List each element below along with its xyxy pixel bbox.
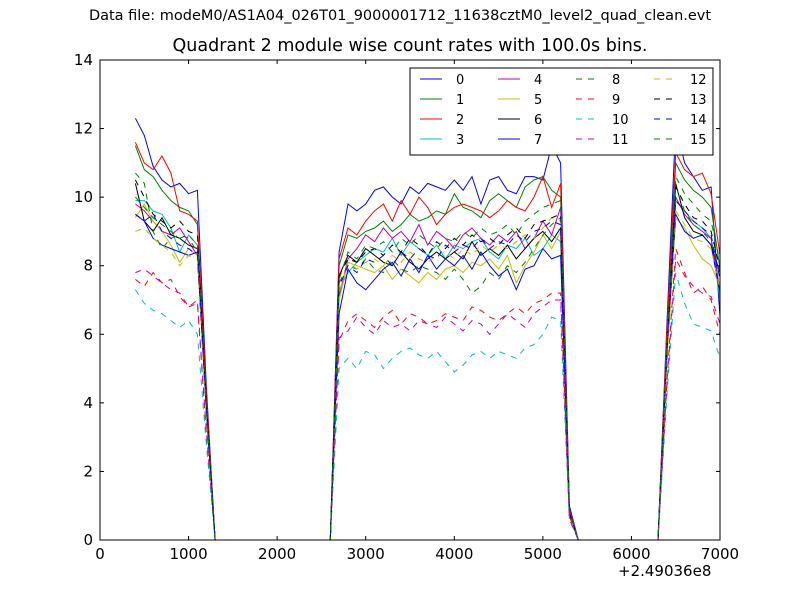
- x-axis-offset-label: +2.49036e8: [618, 562, 712, 580]
- x-tick-label: 7000: [701, 545, 739, 563]
- legend-label-12: 12: [690, 73, 707, 88]
- y-tick-label: 10: [74, 188, 93, 206]
- legend-label-8: 8: [612, 73, 620, 88]
- legend-box: [409, 67, 714, 156]
- series-lines: [134, 118, 721, 541]
- y-tick-label: 8: [83, 257, 93, 275]
- legend-label-0: 0: [456, 73, 464, 88]
- legend-label-3: 3: [456, 133, 464, 148]
- x-tick-label: 5000: [524, 545, 562, 563]
- y-tick-label: 4: [83, 394, 93, 412]
- series-line-15: [135, 174, 721, 541]
- x-tick-label: 3000: [347, 545, 385, 563]
- series-line-13: [134, 179, 721, 541]
- series-line-14: [135, 199, 721, 541]
- legend-label-7: 7: [534, 133, 542, 148]
- y-tick-label: 12: [74, 120, 93, 138]
- figure-suptitle: Data file: modeM0/AS1A04_026T01_90000017…: [88, 8, 712, 24]
- legend-label-4: 4: [534, 73, 542, 88]
- series-line-3: [135, 199, 721, 541]
- axes-frame: [99, 59, 721, 541]
- y-tick-label: 0: [83, 531, 93, 549]
- series-line-1: [134, 145, 721, 541]
- series-line-10: [134, 272, 721, 541]
- legend-label-9: 9: [612, 93, 620, 108]
- series-line-9: [135, 248, 721, 541]
- series-line-4: [135, 195, 721, 541]
- series-line-11: [135, 257, 721, 541]
- legend-label-2: 2: [456, 113, 464, 128]
- x-tick-label: 4000: [435, 545, 473, 563]
- legend-label-15: 15: [690, 133, 707, 148]
- legend-label-10: 10: [612, 113, 629, 128]
- y-tick-label: 6: [83, 325, 93, 343]
- series-line-8: [135, 172, 721, 541]
- series-line-5: [134, 203, 721, 541]
- legend-label-5: 5: [534, 93, 542, 108]
- legend-label-14: 14: [690, 113, 707, 128]
- series-line-0: [134, 118, 721, 541]
- x-tick-label: 2000: [258, 545, 296, 563]
- series-line-2: [134, 142, 721, 541]
- series-line-6: [134, 183, 721, 541]
- legend-label-13: 13: [690, 93, 707, 108]
- chart-title: Quadrant 2 module wise count rates with …: [172, 36, 648, 56]
- legend-label-6: 6: [534, 113, 542, 128]
- y-tick-label: 2: [83, 462, 93, 480]
- x-tick-label: 0: [95, 545, 105, 563]
- series-line-12: [135, 209, 721, 541]
- legend-label-1: 1: [456, 93, 464, 108]
- y-tick-label: 14: [74, 51, 93, 69]
- x-tick-label: 1000: [169, 545, 207, 563]
- x-tick-label: 6000: [612, 545, 650, 563]
- series-line-7: [135, 212, 721, 541]
- legend-label-11: 11: [612, 133, 629, 148]
